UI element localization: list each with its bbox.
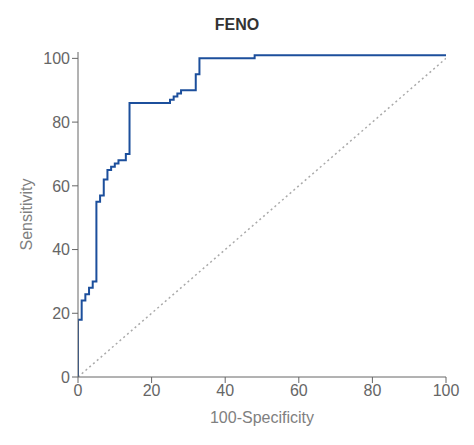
svg-text:20: 20 — [52, 305, 70, 322]
html-text:FENO: FENO — [214, 16, 260, 33]
svg-text:100-Specificity: 100-Specificity — [210, 409, 314, 426]
svg-text:40: 40 — [216, 382, 234, 399]
svg-text:20: 20 — [143, 382, 161, 399]
svg-text:Sensitivity: Sensitivity — [18, 178, 35, 250]
svg-text:0: 0 — [61, 369, 70, 386]
svg-text:80: 80 — [52, 114, 70, 131]
svg-text:100: 100 — [433, 382, 460, 399]
svg-text:100: 100 — [43, 50, 70, 67]
svg-text:80: 80 — [364, 382, 382, 399]
svg-text:40: 40 — [52, 241, 70, 258]
svg-text:0: 0 — [74, 382, 83, 399]
svg-text:60: 60 — [52, 178, 70, 195]
svg-text:60: 60 — [290, 382, 308, 399]
